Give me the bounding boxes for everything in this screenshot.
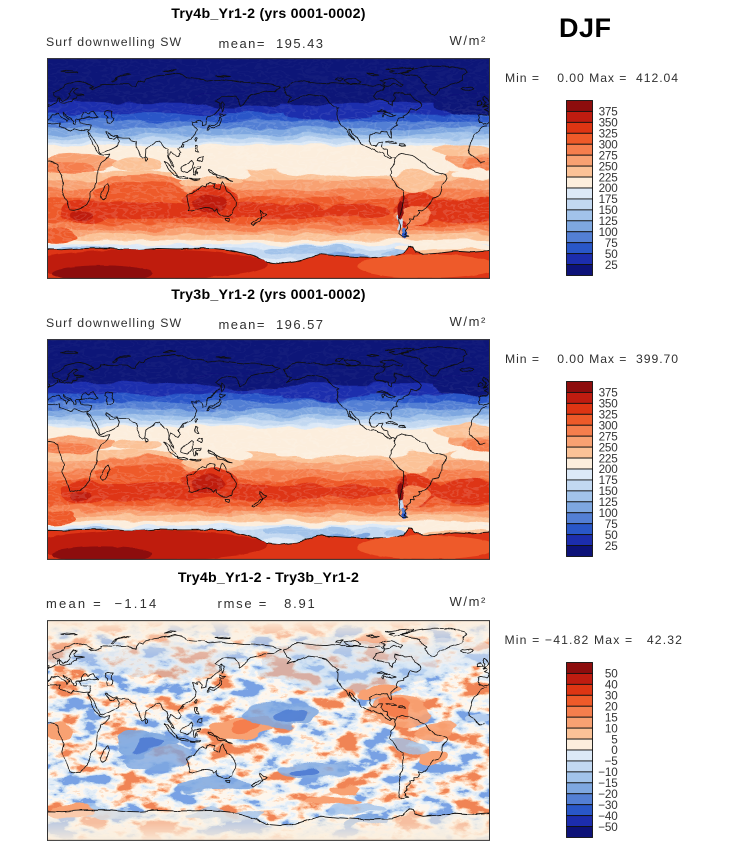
svg-text:50: 50 xyxy=(605,529,618,542)
svg-text:−10: −10 xyxy=(598,766,618,779)
svg-text:−15: −15 xyxy=(598,777,618,790)
svg-text:175: 175 xyxy=(599,474,619,487)
svg-text:275: 275 xyxy=(599,430,619,443)
svg-text:275: 275 xyxy=(599,149,619,162)
svg-text:200: 200 xyxy=(599,463,619,476)
svg-text:150: 150 xyxy=(599,485,619,498)
svg-text:−20: −20 xyxy=(598,788,618,801)
svg-text:100: 100 xyxy=(599,507,619,520)
svg-text:−5: −5 xyxy=(605,755,619,768)
svg-text:250: 250 xyxy=(599,160,619,173)
svg-text:15: 15 xyxy=(605,711,618,724)
svg-text:225: 225 xyxy=(599,452,619,465)
svg-text:5: 5 xyxy=(611,733,618,746)
svg-text:300: 300 xyxy=(599,420,619,433)
svg-text:−50: −50 xyxy=(598,821,618,834)
svg-text:−30: −30 xyxy=(598,799,618,812)
svg-text:25: 25 xyxy=(605,540,618,553)
svg-text:−40: −40 xyxy=(598,810,618,823)
svg-text:10: 10 xyxy=(605,722,618,735)
svg-text:375: 375 xyxy=(599,106,619,119)
svg-text:25: 25 xyxy=(605,259,618,272)
svg-text:0: 0 xyxy=(611,744,618,757)
svg-text:325: 325 xyxy=(599,128,619,141)
svg-text:325: 325 xyxy=(599,409,619,422)
svg-text:200: 200 xyxy=(599,182,619,195)
svg-text:175: 175 xyxy=(599,193,619,206)
svg-text:375: 375 xyxy=(599,387,619,400)
svg-text:350: 350 xyxy=(599,117,619,130)
svg-text:75: 75 xyxy=(605,518,618,531)
svg-text:20: 20 xyxy=(605,701,618,714)
svg-text:50: 50 xyxy=(605,248,618,261)
svg-text:300: 300 xyxy=(599,139,619,152)
svg-text:75: 75 xyxy=(605,237,618,250)
svg-text:250: 250 xyxy=(599,441,619,454)
svg-text:40: 40 xyxy=(605,679,618,692)
svg-text:30: 30 xyxy=(605,690,618,703)
svg-text:350: 350 xyxy=(599,398,619,411)
svg-text:100: 100 xyxy=(599,226,619,239)
svg-text:150: 150 xyxy=(599,204,619,217)
svg-text:50: 50 xyxy=(605,668,618,681)
svg-text:225: 225 xyxy=(599,171,619,184)
svg-text:125: 125 xyxy=(599,215,619,228)
svg-text:125: 125 xyxy=(599,496,619,509)
